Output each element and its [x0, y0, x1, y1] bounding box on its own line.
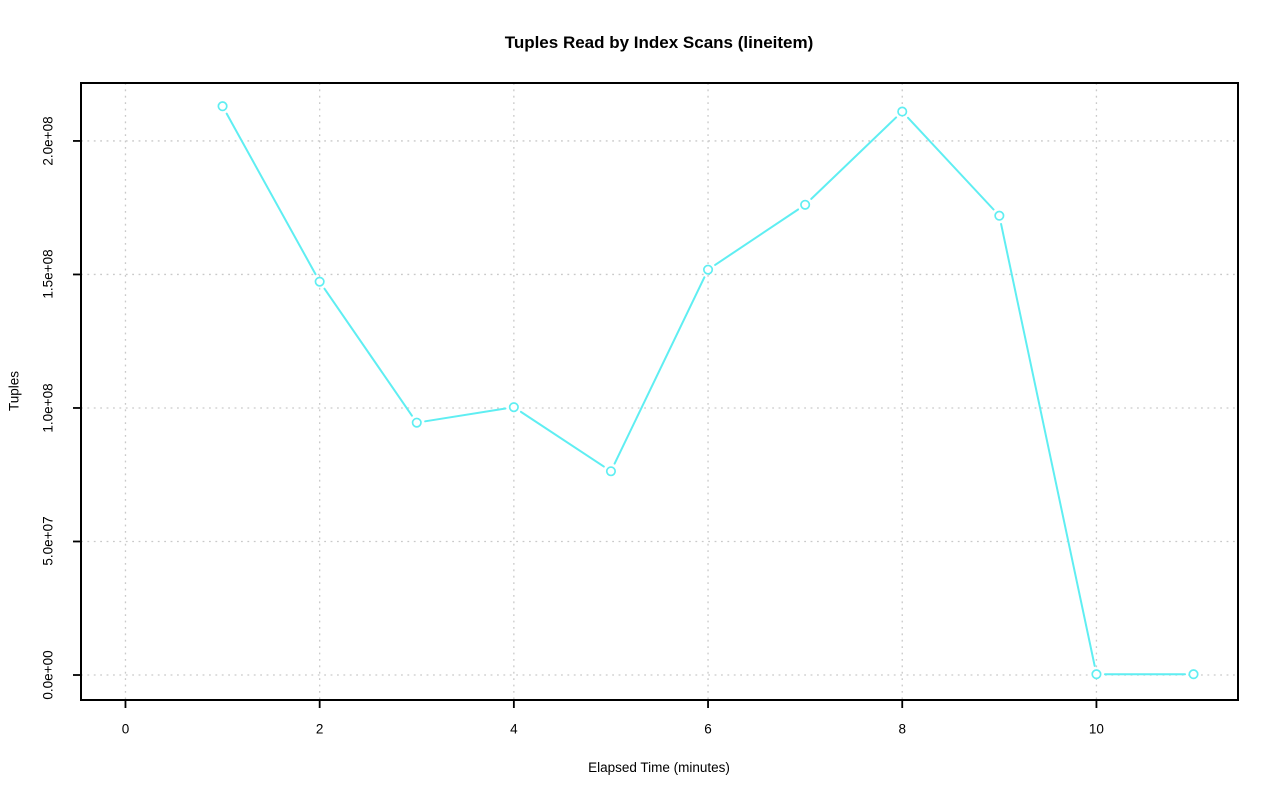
- y-tick-label: 2.0e+08: [40, 116, 56, 166]
- data-point-marker: [508, 402, 519, 413]
- series-line-segment: [424, 407, 507, 423]
- x-tick-label: 2: [315, 721, 324, 737]
- x-axis-label: Elapsed Time (minutes): [588, 760, 730, 775]
- y-tick-label: 1.5e+08: [40, 249, 56, 300]
- series-line-segment: [1000, 223, 1096, 667]
- data-point-marker: [605, 466, 617, 477]
- series-line-segment: [323, 287, 413, 417]
- x-tick-label: 6: [704, 721, 712, 737]
- y-tick-label: 5.0e+07: [40, 516, 56, 567]
- data-point-marker: [702, 264, 714, 275]
- y-axis-label: Tuples: [6, 370, 22, 412]
- x-tick-label: 8: [898, 721, 906, 737]
- series-line-segment: [907, 116, 995, 211]
- plot-border: [80, 82, 1239, 701]
- x-tick-label: 10: [1088, 721, 1104, 737]
- series-line-segment: [225, 112, 317, 276]
- series-line-segment: [613, 276, 706, 465]
- series-line-segment: [519, 410, 605, 468]
- y-tick-label: 0.0e+00: [40, 650, 56, 700]
- data-point-marker: [800, 199, 811, 210]
- x-tick-label: 4: [510, 721, 518, 737]
- y-tick-label: 1.0e+08: [40, 383, 56, 433]
- series-line-segment: [810, 116, 898, 200]
- data-point-marker: [1188, 669, 1199, 680]
- data-point-marker: [994, 210, 1005, 221]
- chart-title: Tuples Read by Index Scans (lineitem): [504, 33, 814, 52]
- x-tick-label: 0: [121, 721, 130, 737]
- data-point-marker: [1091, 669, 1102, 680]
- data-point-marker: [217, 101, 228, 112]
- data-point-marker: [897, 106, 908, 117]
- series-line-segment: [714, 208, 800, 266]
- data-point-marker: [411, 417, 422, 428]
- data-point-marker: [314, 276, 325, 287]
